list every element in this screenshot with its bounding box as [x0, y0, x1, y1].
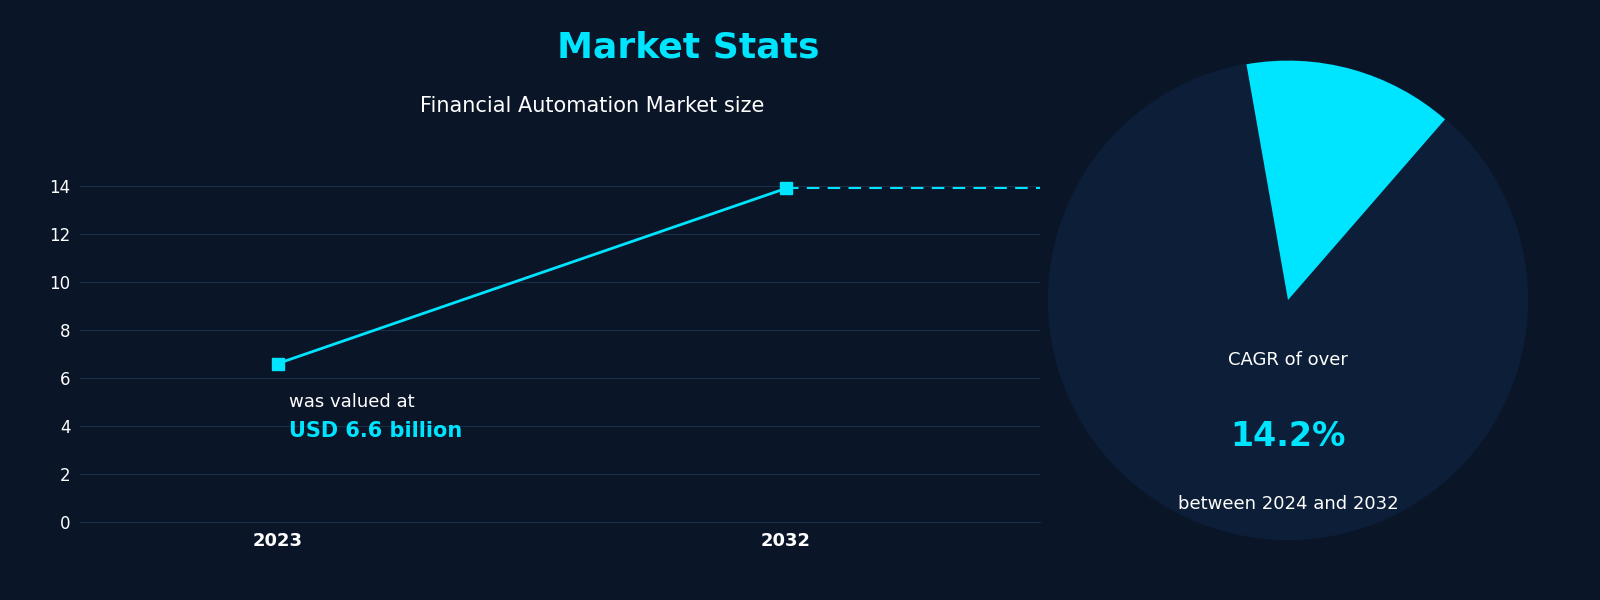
- Circle shape: [1048, 61, 1528, 539]
- Text: was valued at: was valued at: [290, 393, 414, 411]
- Text: CAGR of over: CAGR of over: [1229, 351, 1347, 369]
- Text: Market Stats: Market Stats: [557, 30, 819, 64]
- Text: USD 6.6 billion: USD 6.6 billion: [290, 421, 462, 441]
- Text: 14.2%: 14.2%: [1230, 419, 1346, 452]
- Wedge shape: [1246, 61, 1445, 300]
- Text: Financial Automation Market size: Financial Automation Market size: [419, 96, 765, 116]
- Text: between 2024 and 2032: between 2024 and 2032: [1178, 495, 1398, 513]
